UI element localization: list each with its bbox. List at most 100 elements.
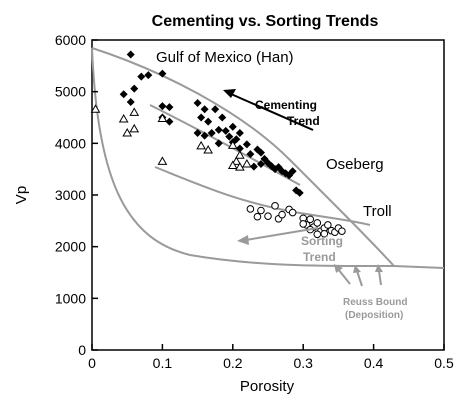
data-point-open-triangle	[227, 140, 238, 149]
data-point-filled-diamond	[119, 90, 128, 99]
data-point-open-circle	[313, 230, 322, 239]
label-reuss-bound-line1: Reuss Bound	[343, 297, 407, 308]
data-point-open-triangle	[196, 140, 206, 150]
data-point-open-triangle	[118, 114, 129, 123]
reuss-arrowhead-2	[353, 265, 361, 273]
label-sorting-trend-line1: Sorting	[301, 234, 343, 248]
data-point-open-circle	[264, 212, 272, 220]
y-axis-ticks: 0 1000 2000 3000 4000 5000 6000	[55, 32, 98, 358]
data-point-filled-diamond	[126, 98, 135, 106]
x-tick-label: 0.4	[364, 355, 384, 371]
data-point-filled-diamond	[207, 129, 216, 137]
data-point-open-triangle	[157, 113, 168, 123]
data-point-filled-diamond	[200, 131, 209, 140]
reuss-arrowhead-3	[375, 264, 383, 272]
series-filled-diamonds	[119, 50, 304, 197]
data-point-filled-diamond	[197, 113, 206, 122]
data-point-open-triangle	[203, 145, 214, 154]
x-tick-label: 0.3	[293, 355, 313, 371]
y-tick-label: 4000	[55, 135, 86, 151]
data-point-open-triangle	[242, 158, 252, 168]
data-point-open-circle	[271, 202, 279, 210]
data-point-filled-diamond	[126, 50, 135, 59]
data-point-open-circle	[257, 206, 265, 215]
data-point-filled-diamond	[165, 103, 174, 112]
data-point-open-circle	[246, 205, 255, 213]
label-sorting-trend-line2: Trend	[303, 250, 336, 264]
constant-cement-curve	[154, 166, 371, 226]
reuss-arrowhead-1	[334, 264, 343, 273]
label-cementing-trend-line1: Cementing	[255, 98, 317, 112]
x-axis-label: Porosity	[240, 378, 295, 395]
cementing-arrow	[230, 93, 314, 131]
data-point-filled-diamond	[256, 148, 265, 157]
reuss-arrow-1	[337, 268, 351, 285]
data-point-filled-diamond	[158, 69, 167, 78]
data-point-filled-diamond	[204, 117, 213, 126]
y-tick-label: 0	[78, 342, 86, 358]
data-point-filled-diamond	[242, 140, 251, 149]
data-point-open-triangle	[234, 150, 245, 159]
x-tick-label: 0.2	[223, 355, 243, 371]
data-point-filled-diamond	[274, 163, 283, 172]
sorting-arrow	[245, 227, 319, 241]
y-tick-label: 2000	[55, 239, 86, 255]
data-point-filled-diamond	[193, 129, 202, 137]
data-point-filled-diamond	[130, 84, 139, 93]
data-point-open-circle	[306, 215, 315, 224]
label-troll: Troll	[363, 203, 392, 220]
reuss-arrow-3	[378, 270, 382, 286]
data-point-filled-diamond	[246, 150, 255, 159]
data-point-open-circle	[324, 221, 332, 229]
data-point-open-triangle	[234, 162, 245, 171]
data-point-open-triangle	[122, 127, 133, 137]
label-reuss-bound-line2: (Deposition)	[345, 310, 403, 321]
data-point-filled-diamond	[235, 129, 244, 137]
cementing-arrowhead	[223, 89, 236, 98]
y-tick-label: 3000	[55, 187, 86, 203]
sorting-arrowhead	[237, 235, 249, 245]
data-point-filled-diamond	[235, 144, 244, 153]
data-point-filled-diamond	[193, 99, 202, 108]
data-point-filled-diamond	[144, 71, 153, 80]
data-point-open-triangle	[129, 107, 140, 116]
data-point-open-triangle	[231, 156, 242, 165]
label-oseberg: Oseberg	[326, 156, 384, 173]
data-point-filled-diamond	[228, 122, 237, 131]
data-point-filled-diamond	[221, 126, 230, 135]
data-point-open-triangle	[227, 160, 238, 170]
y-tick-label: 6000	[55, 32, 86, 48]
data-point-open-circle	[299, 220, 308, 228]
y-tick-label: 1000	[55, 290, 86, 306]
label-cementing-trend-line2: Trend	[287, 114, 320, 128]
x-tick-label: 0.1	[153, 355, 173, 371]
data-point-filled-diamond	[218, 113, 227, 122]
data-point-filled-diamond	[214, 139, 223, 148]
contact-cement-curve-upper	[149, 104, 301, 186]
data-point-open-circle	[338, 227, 346, 235]
x-axis-ticks: 0 0.1 0.2 0.3 0.4 0.5	[88, 344, 454, 371]
data-point-open-triangle	[157, 156, 168, 165]
data-point-open-triangle	[129, 123, 140, 133]
data-point-filled-diamond	[211, 105, 220, 114]
data-point-filled-diamond	[288, 167, 297, 176]
cementing-model-curve	[91, 47, 395, 267]
data-point-filled-diamond	[200, 105, 209, 114]
label-gulf-of-mexico: Gulf of Mexico (Han)	[156, 49, 294, 66]
series-open-triangles	[90, 104, 252, 171]
data-point-filled-diamond	[165, 117, 174, 126]
data-point-filled-diamond	[249, 162, 258, 171]
x-tick-label: 0	[88, 355, 96, 371]
y-tick-label: 5000	[55, 84, 86, 100]
chart-title: Cementing vs. Sorting Trends	[152, 13, 379, 30]
x-tick-label: 0.5	[434, 355, 454, 371]
reuss-bound-curve	[91, 47, 445, 269]
data-point-open-circle	[278, 210, 286, 219]
data-point-filled-diamond	[256, 160, 265, 168]
data-point-filled-diamond	[137, 72, 146, 81]
data-point-open-triangle	[90, 104, 101, 113]
data-point-filled-diamond	[295, 188, 304, 197]
data-point-open-circle	[288, 208, 297, 217]
y-axis-label: Vp	[13, 186, 30, 204]
